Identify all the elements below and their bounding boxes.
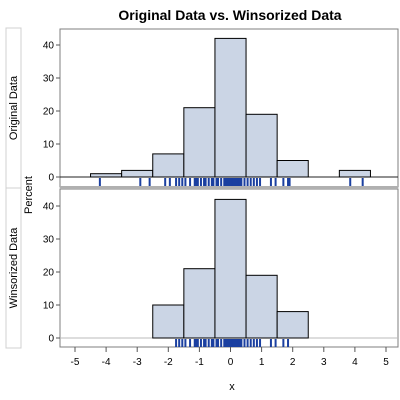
y-tick-label: 30 (43, 235, 55, 246)
histogram-bar (245, 274, 278, 339)
histogram-bar (183, 268, 216, 339)
chart-title: Original Data vs. Winsorized Data (118, 7, 341, 23)
histogram-bar (90, 173, 123, 178)
x-tick-label: -4 (102, 357, 111, 368)
x-tick-label: 3 (321, 357, 327, 368)
panel-row-label: Winsorized Data (8, 227, 20, 309)
histogram-bar (152, 304, 185, 339)
histogram-bar (121, 169, 154, 178)
x-tick-label: 5 (383, 357, 389, 368)
x-tick-label: -3 (133, 357, 142, 368)
histogram-bar (214, 37, 247, 178)
x-tick-label: 1 (259, 357, 265, 368)
histogram-bar (214, 198, 247, 339)
x-tick-label: -5 (71, 357, 80, 368)
y-axis-label: Percent (23, 176, 35, 214)
y-tick-label: 10 (43, 140, 55, 151)
y-tick-label: 40 (43, 202, 55, 213)
y-tick-label: 40 (43, 41, 55, 52)
histogram-bar (152, 153, 185, 178)
panel-row-label: Original Data (8, 75, 20, 140)
y-tick-label: 20 (43, 268, 55, 279)
y-tick-label: 10 (43, 301, 55, 312)
panel-separator (60, 186, 398, 189)
histogram-bar (276, 311, 309, 339)
x-tick-label: -1 (195, 357, 204, 368)
x-tick-label: -2 (164, 357, 173, 368)
histogram-bar (245, 113, 278, 178)
x-tick-label: 2 (290, 357, 296, 368)
x-tick-label: 0 (228, 357, 234, 368)
x-axis-label: x (229, 381, 235, 393)
histogram-bar (276, 160, 309, 178)
histogram-bar (183, 107, 216, 178)
x-tick-label: 4 (352, 357, 358, 368)
histogram-bar (338, 169, 371, 178)
y-tick-label: 0 (48, 334, 54, 345)
y-tick-label: 0 (48, 173, 54, 184)
y-tick-label: 30 (43, 74, 55, 85)
y-tick-label: 20 (43, 107, 55, 118)
